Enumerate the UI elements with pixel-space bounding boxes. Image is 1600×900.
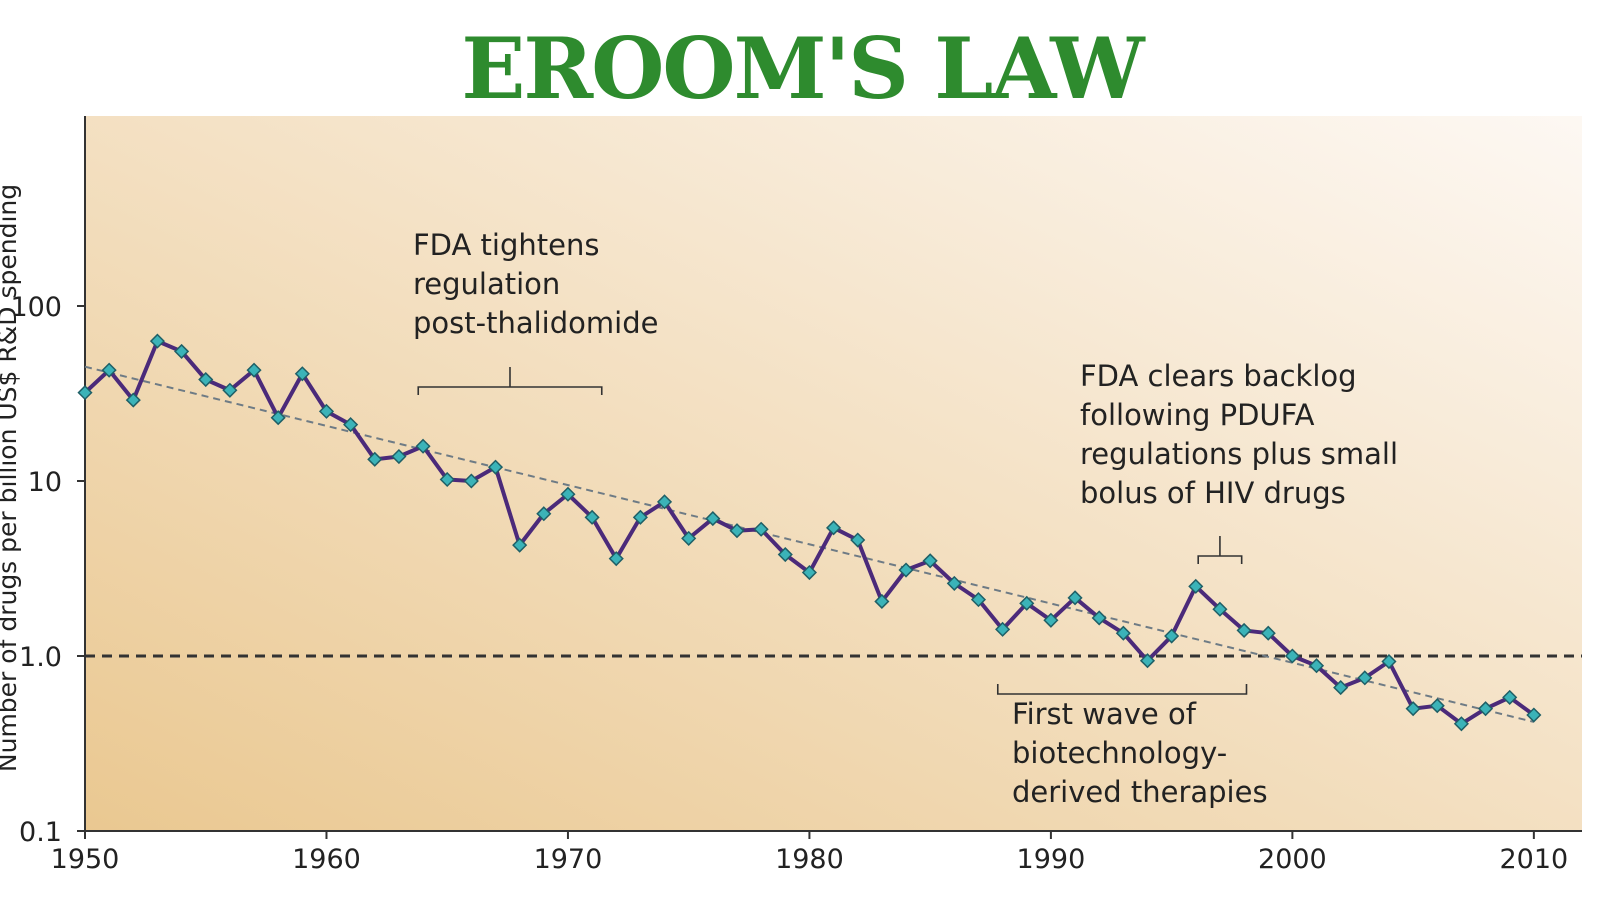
plot-background — [85, 116, 1582, 830]
y-axis-label: Number of drugs per billion US$ R&D spen… — [0, 184, 22, 772]
data-point — [1477, 701, 1494, 717]
data-point — [729, 523, 745, 539]
data-point — [1164, 628, 1180, 644]
data-point — [1357, 670, 1373, 686]
x-tick-label: 2000 — [1258, 844, 1327, 875]
data-point — [77, 385, 93, 401]
x-tick-label: 1960 — [292, 844, 361, 875]
data-point — [101, 362, 117, 378]
data-point — [487, 459, 504, 475]
data-point — [222, 382, 238, 398]
data-point — [608, 551, 624, 567]
data-point — [1308, 658, 1325, 674]
annotations-group: FDA tightens regulation post-thalidomide FD… — [413, 228, 1398, 809]
data-point — [1139, 653, 1156, 669]
data-point — [656, 494, 673, 510]
y-tick-label: 10 — [28, 467, 62, 498]
data-point — [1526, 707, 1542, 723]
data-point — [1502, 689, 1518, 705]
annotation-text: regulations plus small — [1080, 437, 1398, 471]
data-point — [536, 506, 552, 522]
data-point — [898, 562, 914, 578]
data-point — [1333, 680, 1349, 696]
data-point — [294, 366, 310, 382]
x-tick-label: 1950 — [51, 844, 120, 875]
data-point — [777, 546, 793, 563]
data-point — [246, 362, 262, 378]
data-point — [198, 371, 214, 388]
data-point — [367, 451, 383, 467]
data-point — [1260, 625, 1276, 641]
data-point — [632, 509, 648, 525]
chart-title: EROOM'S LAW — [461, 19, 1146, 118]
data-point — [1405, 701, 1421, 717]
data-point — [560, 486, 576, 502]
data-point — [946, 575, 962, 591]
data-point — [874, 593, 890, 610]
data-point — [584, 509, 600, 525]
x-tick-label: 1990 — [1017, 844, 1086, 875]
data-point — [1236, 622, 1252, 638]
annotation-text: FDA tightens — [413, 228, 599, 262]
y-tick-label: 0.1 — [19, 817, 62, 848]
data-point — [995, 621, 1011, 637]
annotation-text: regulation — [413, 267, 560, 301]
data-point — [1429, 698, 1445, 714]
annotation-text: FDA clears backlog — [1080, 359, 1357, 393]
data-point — [681, 530, 697, 546]
annotation-text: following PDUFA — [1080, 398, 1315, 432]
data-point — [1188, 578, 1204, 594]
data-point — [1067, 590, 1083, 606]
x-tick-label: 1980 — [775, 844, 844, 875]
data-point — [1284, 648, 1300, 664]
data-point — [1115, 625, 1131, 641]
series-group — [77, 333, 1542, 732]
trend-line-group — [84, 365, 1535, 723]
annotation-text: First wave of — [1012, 697, 1197, 731]
annotation-bracket — [417, 367, 603, 395]
data-point — [512, 537, 528, 553]
data-point — [705, 511, 721, 527]
y-tick-label: 100 — [10, 292, 62, 323]
data-point — [801, 564, 817, 581]
data-point — [1091, 610, 1107, 626]
data-point — [463, 473, 479, 489]
data-point — [1453, 716, 1469, 732]
data-point — [174, 343, 190, 359]
data-point — [753, 521, 769, 537]
annotation-text: biotechnology- — [1012, 736, 1227, 770]
annotation-text: derived therapies — [1012, 775, 1268, 809]
x-tick-label: 1970 — [534, 844, 603, 875]
trend-line — [84, 365, 1535, 723]
data-point — [922, 553, 938, 569]
data-point — [826, 520, 842, 536]
data-point — [415, 438, 431, 454]
data-point — [850, 532, 866, 548]
data-point — [343, 417, 359, 433]
annotation-bracket — [996, 684, 1248, 695]
data-point — [1381, 653, 1397, 670]
data-point — [439, 471, 455, 488]
data-point — [1043, 612, 1059, 628]
data-point — [149, 333, 166, 349]
annotation-text: bolus of HIV drugs — [1080, 476, 1346, 510]
data-point — [270, 410, 286, 426]
data-point — [125, 392, 141, 408]
data-point — [970, 592, 987, 608]
y-tick-label: 1.0 — [19, 642, 62, 673]
data-point — [1019, 595, 1035, 611]
data-point — [318, 403, 335, 419]
x-tick-label: 2010 — [1499, 844, 1568, 875]
data-point — [391, 448, 407, 465]
annotation-bracket — [1197, 536, 1243, 564]
annotation-text: post-thalidomide — [413, 306, 658, 340]
data-point — [1212, 601, 1228, 617]
axis-ticks: 1950 1960 1970 1980 1990 2000 2010 0.1 1.0 10 100 — [10, 292, 1568, 875]
